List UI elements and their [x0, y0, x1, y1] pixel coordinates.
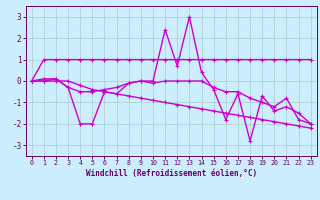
X-axis label: Windchill (Refroidissement éolien,°C): Windchill (Refroidissement éolien,°C) [86, 169, 257, 178]
